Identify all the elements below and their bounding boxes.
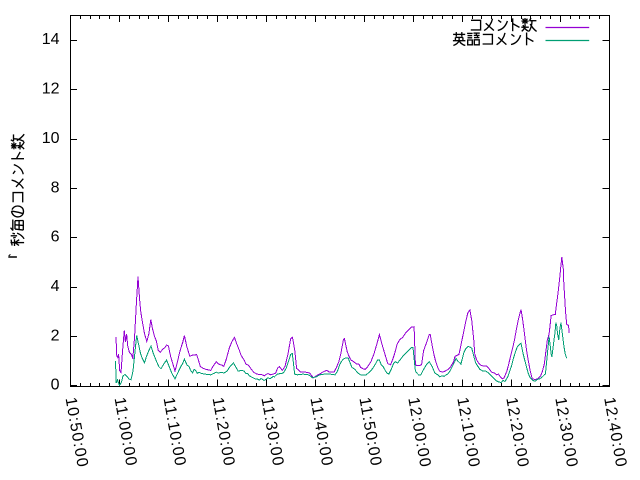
svg-text:14: 14 [42, 31, 60, 48]
svg-text:8: 8 [51, 179, 60, 196]
svg-text:10: 10 [42, 130, 60, 147]
svg-text:12: 12 [42, 81, 60, 98]
svg-text:0: 0 [51, 377, 60, 394]
svg-text:4: 4 [51, 278, 60, 295]
svg-text:2: 2 [51, 327, 60, 344]
svg-text:6: 6 [51, 229, 60, 246]
